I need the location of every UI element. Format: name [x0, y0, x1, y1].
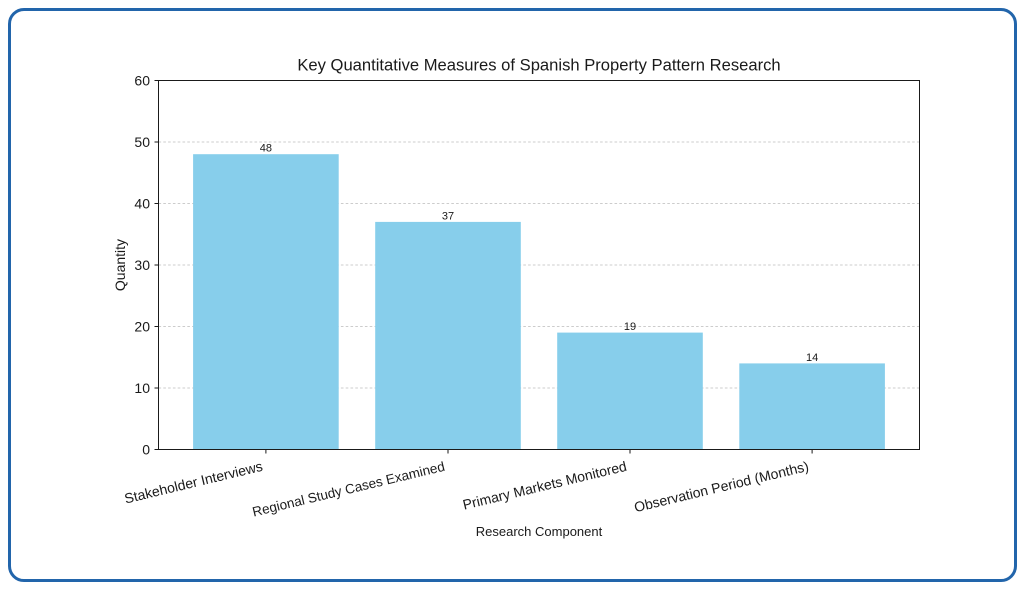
svg-text:Observation Period (Months): Observation Period (Months) — [632, 458, 810, 515]
svg-text:Key Quantitative Measures of S: Key Quantitative Measures of Spanish Pro… — [297, 56, 780, 75]
svg-text:40: 40 — [134, 196, 150, 212]
svg-text:14: 14 — [806, 352, 818, 364]
svg-text:0: 0 — [142, 442, 150, 458]
svg-text:48: 48 — [260, 143, 272, 155]
svg-text:Primary Markets Monitored: Primary Markets Monitored — [461, 458, 628, 513]
svg-text:Research Component: Research Component — [476, 524, 603, 539]
svg-text:50: 50 — [134, 134, 150, 150]
svg-text:Stakeholder Interviews: Stakeholder Interviews — [123, 458, 264, 507]
svg-text:10: 10 — [134, 380, 150, 396]
svg-text:20: 20 — [134, 319, 150, 335]
svg-text:37: 37 — [442, 210, 454, 222]
svg-text:Quantity: Quantity — [112, 239, 128, 291]
svg-text:60: 60 — [134, 73, 150, 89]
svg-text:Regional Study Cases Examined: Regional Study Cases Examined — [251, 459, 446, 520]
svg-text:19: 19 — [624, 321, 636, 333]
svg-text:30: 30 — [134, 257, 150, 273]
